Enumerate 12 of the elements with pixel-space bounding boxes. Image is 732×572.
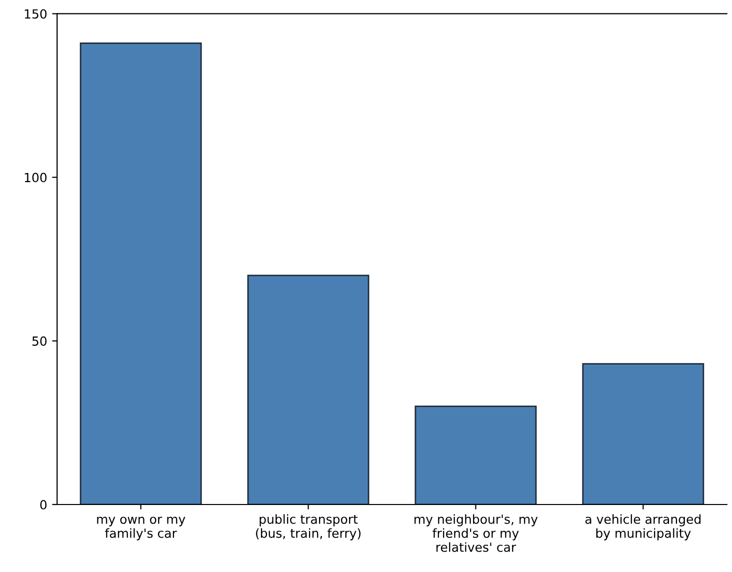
y-tick-label: 50 (32, 336, 47, 346)
x-tick-label: my own or my family's car (97, 516, 186, 540)
bar (247, 274, 370, 505)
bar (80, 42, 202, 505)
bar (414, 406, 537, 505)
x-tick-label: a vehicle arranged by municipality (585, 514, 701, 540)
y-tick-label: 0 (40, 500, 47, 510)
x-tick-label: public transport (bus, train, ferry) (256, 514, 361, 540)
bar (582, 363, 704, 505)
y-tick-label: 100 (24, 172, 47, 182)
y-tick-label: 150 (24, 9, 47, 19)
x-tick-label: my neighbour's, my friend's or my relatives' car (414, 514, 538, 552)
